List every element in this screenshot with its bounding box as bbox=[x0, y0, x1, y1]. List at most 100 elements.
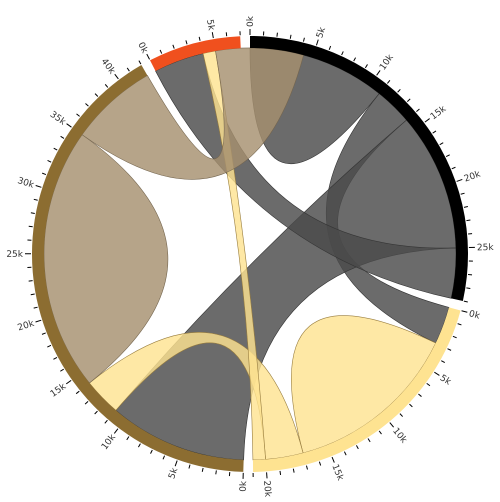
tick-mark bbox=[466, 287, 471, 290]
tick-mark bbox=[328, 45, 332, 50]
tick-mark bbox=[409, 403, 413, 408]
tick-mark bbox=[439, 142, 444, 146]
tick-mark bbox=[85, 103, 89, 107]
tick-label: 5k bbox=[167, 466, 180, 480]
tick-mark bbox=[364, 64, 368, 69]
tick-mark bbox=[60, 135, 65, 139]
tick-mark bbox=[150, 449, 153, 454]
tick-mark bbox=[94, 93, 99, 97]
tick-mark bbox=[211, 32, 214, 39]
tick-label: 10k bbox=[390, 426, 409, 446]
tick-mark bbox=[292, 468, 295, 473]
ribbon-layer bbox=[43, 47, 457, 461]
tick-mark bbox=[389, 422, 395, 428]
tick-mark bbox=[399, 413, 404, 417]
group-arc-orange[interactable] bbox=[150, 36, 241, 71]
tick-mark bbox=[457, 323, 462, 326]
tick-mark bbox=[185, 40, 188, 45]
tick-mark bbox=[451, 166, 456, 170]
tick-mark bbox=[35, 319, 42, 323]
tick-label: 20k bbox=[17, 319, 37, 334]
ribbon-light-light[interactable] bbox=[291, 315, 437, 454]
tick-mark bbox=[172, 44, 175, 49]
tick-mark bbox=[94, 410, 98, 415]
tick-mark bbox=[33, 198, 38, 201]
tick-mark bbox=[174, 460, 178, 467]
tick-mark bbox=[65, 379, 72, 385]
tick-label: 35k bbox=[48, 110, 68, 128]
tick-mark bbox=[353, 57, 357, 62]
tick-mark bbox=[279, 470, 282, 475]
tick-mark bbox=[215, 470, 217, 475]
tick-mark bbox=[104, 84, 109, 88]
tick-mark bbox=[315, 39, 319, 46]
tick-mark bbox=[47, 344, 52, 348]
tick-mark bbox=[466, 219, 471, 222]
tick-mark bbox=[126, 67, 130, 72]
tick-label: 10k bbox=[100, 432, 119, 452]
tick-label: 5k bbox=[315, 25, 328, 39]
tick-mark bbox=[378, 430, 382, 435]
tick-mark bbox=[461, 310, 468, 313]
tick-mark bbox=[460, 192, 465, 195]
tick-label: 15k bbox=[49, 381, 69, 399]
tick-mark bbox=[418, 393, 422, 397]
tick-mark bbox=[447, 348, 452, 351]
tick-mark bbox=[53, 356, 58, 360]
tick-mark bbox=[28, 225, 33, 228]
tick-mark bbox=[463, 300, 468, 303]
tick-mark bbox=[41, 332, 46, 335]
tick-mark bbox=[302, 37, 305, 42]
tick-mark bbox=[33, 306, 38, 309]
tick-mark bbox=[276, 32, 278, 37]
tick-mark bbox=[376, 70, 381, 76]
tick-label: 40k bbox=[99, 57, 117, 77]
tick-mark bbox=[84, 401, 89, 405]
tick-mark bbox=[188, 464, 191, 469]
tick-label: 25k bbox=[6, 250, 23, 260]
tick-mark bbox=[41, 172, 47, 176]
tick-mark bbox=[75, 390, 80, 395]
tick-label: 0k bbox=[135, 41, 149, 56]
tick-mark bbox=[104, 419, 108, 424]
tick-mark bbox=[162, 455, 166, 460]
tick-label: 15k bbox=[329, 463, 345, 483]
tick-mark bbox=[113, 428, 119, 434]
tick-mark bbox=[126, 436, 130, 441]
tick-mark bbox=[355, 445, 359, 450]
tick-mark bbox=[66, 123, 72, 128]
tick-mark bbox=[456, 178, 463, 182]
tick-label: 0k bbox=[246, 15, 256, 27]
tick-mark bbox=[318, 461, 322, 466]
tick-label: 25k bbox=[477, 243, 495, 254]
tick-mark bbox=[76, 113, 80, 117]
tick-mark bbox=[452, 335, 457, 339]
tick-mark bbox=[198, 36, 201, 41]
tick-mark bbox=[30, 212, 35, 214]
tick-mark bbox=[432, 130, 437, 134]
tick-mark bbox=[289, 34, 292, 39]
tick-mark bbox=[53, 147, 58, 151]
tick-mark bbox=[424, 118, 430, 123]
tick-label: 20k bbox=[261, 480, 272, 498]
tick-mark bbox=[341, 51, 344, 56]
tick-mark bbox=[416, 108, 420, 113]
tick-label: 5k bbox=[438, 373, 453, 388]
group-arc-light[interactable] bbox=[252, 307, 461, 472]
tick-label: 5k bbox=[204, 19, 216, 32]
tick-mark bbox=[367, 438, 371, 443]
tick-mark bbox=[426, 382, 431, 387]
tick-mark bbox=[445, 154, 450, 157]
tick-mark bbox=[201, 467, 204, 472]
tick-mark bbox=[331, 456, 335, 463]
tick-mark bbox=[47, 160, 52, 163]
tick-mark bbox=[159, 49, 163, 54]
tick-mark bbox=[463, 206, 468, 208]
arc-layer bbox=[31, 36, 469, 472]
tick-label: 10k bbox=[378, 52, 396, 72]
tick-label: 0k bbox=[239, 480, 249, 492]
tick-mark bbox=[441, 360, 446, 364]
tick-mark bbox=[138, 60, 142, 65]
tick-mark bbox=[137, 443, 141, 448]
